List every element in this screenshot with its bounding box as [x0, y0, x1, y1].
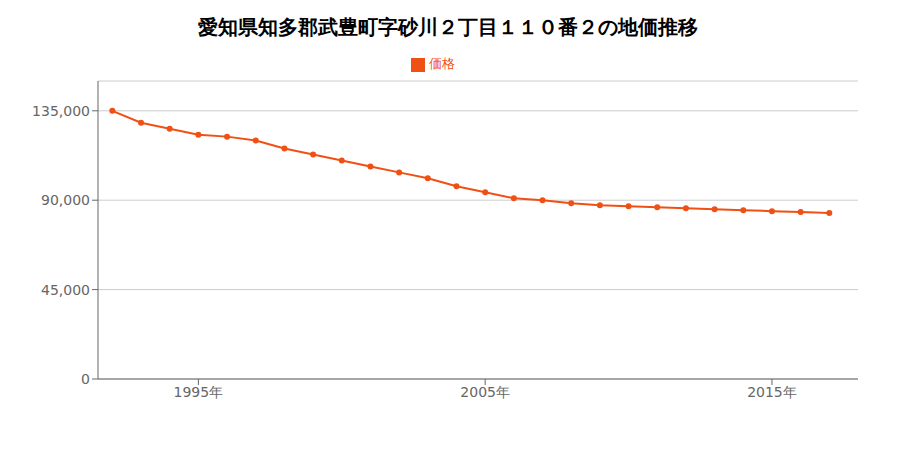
- svg-text:45,000: 45,000: [41, 282, 90, 298]
- svg-text:90,000: 90,000: [41, 192, 90, 208]
- svg-text:2015年: 2015年: [747, 384, 797, 400]
- html-text:価格: 価格: [429, 56, 455, 71]
- svg-text:2005年: 2005年: [460, 384, 510, 400]
- svg-text:0: 0: [81, 371, 90, 387]
- html-text:愛知県知多郡武豊町字砂川２丁目１１０番２の地価推移: 愛知県知多郡武豊町字砂川２丁目１１０番２の地価推移: [198, 15, 698, 39]
- svg-text:135,000: 135,000: [32, 103, 90, 119]
- svg-text:1995年: 1995年: [174, 384, 224, 400]
